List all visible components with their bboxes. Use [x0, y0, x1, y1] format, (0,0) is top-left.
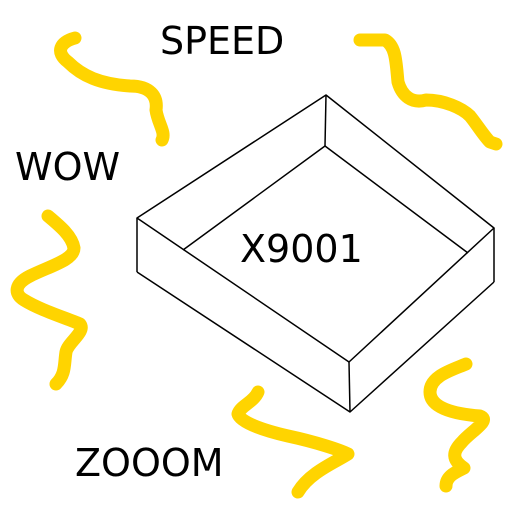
speed-label: SPEED: [160, 19, 285, 63]
squiggle-bottom-right: [423, 357, 490, 493]
box-back-corner-edge: [324, 94, 327, 147]
speed-squiggles: [10, 31, 503, 499]
box-bottom-edges: [136, 271, 495, 413]
squiggle-bottom-center: [231, 385, 355, 499]
zooom-label: ZOOOM: [75, 441, 224, 485]
squiggle-top-left: [54, 31, 170, 147]
wow-label: WOW: [15, 145, 121, 189]
model-label: X9001: [240, 227, 363, 271]
squiggle-left: [10, 209, 88, 391]
squiggle-top-right: [353, 33, 503, 151]
box-front-edge: [348, 361, 351, 413]
open-box-icon: [136, 94, 495, 413]
